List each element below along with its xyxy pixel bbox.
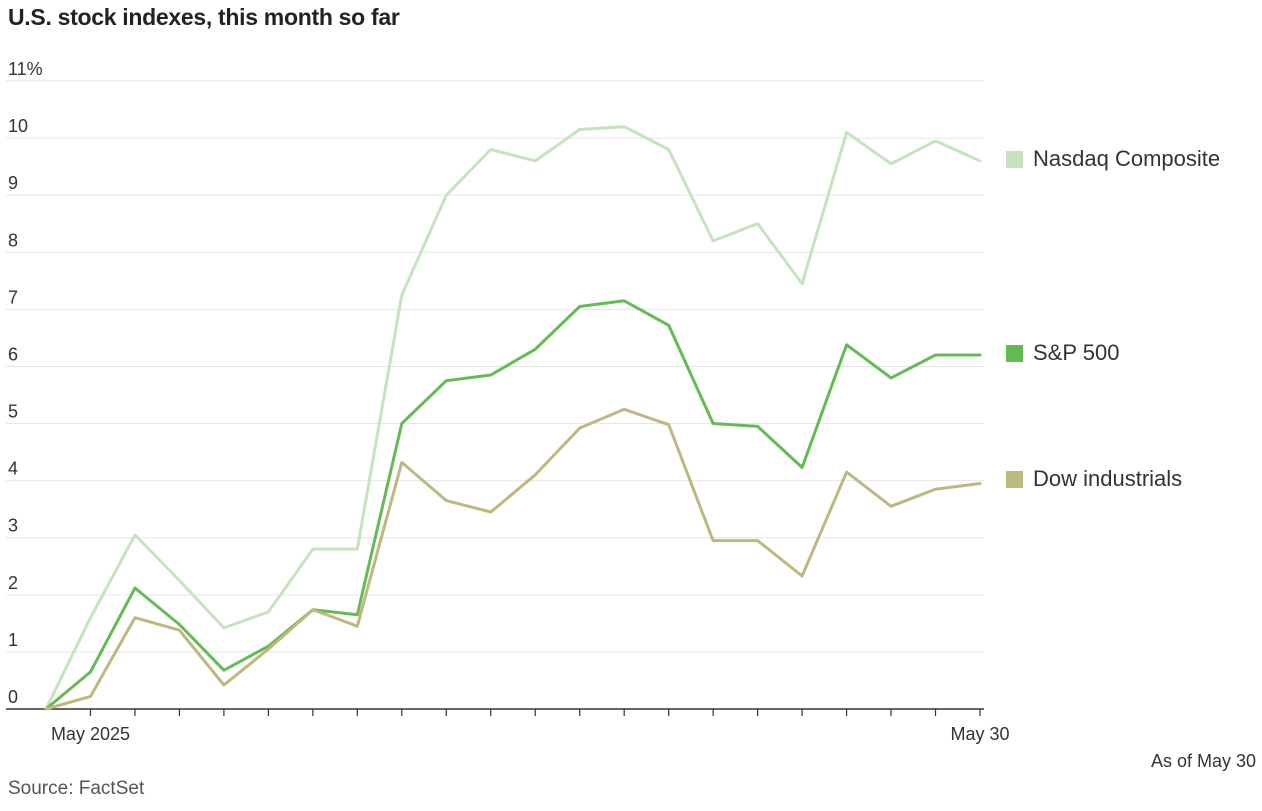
y-tick-label-9: 9 bbox=[8, 173, 18, 193]
y-tick-label-4: 4 bbox=[8, 459, 18, 479]
legend-label-nasdaq: Nasdaq Composite bbox=[1033, 146, 1221, 171]
x-axis: May 2025 May 30 bbox=[6, 708, 1010, 744]
series-lines bbox=[44, 125, 982, 711]
legend-swatch-dow bbox=[1006, 470, 1023, 488]
y-tick-label-7: 7 bbox=[8, 287, 18, 307]
x-tick-label-start: May 2025 bbox=[51, 724, 130, 744]
legend-label-dow: Dow industrials bbox=[1033, 466, 1183, 491]
series-line-1 bbox=[44, 299, 982, 711]
legend-item-dow: Dow industrials bbox=[1006, 466, 1182, 492]
x-tick-label-end: May 30 bbox=[950, 724, 1009, 744]
y-tick-label-2: 2 bbox=[8, 573, 18, 593]
legend-label-sp500: S&P 500 bbox=[1033, 340, 1120, 365]
y-axis-ticks: 0 1 2 3 4 5 6 7 8 9 10 11% bbox=[8, 59, 43, 707]
y-tick-label-1: 1 bbox=[8, 630, 18, 650]
as-of-note: As of May 30 bbox=[1150, 751, 1256, 771]
legend-swatch-sp500 bbox=[1006, 344, 1023, 362]
series-line-0 bbox=[44, 125, 982, 711]
legend-item-sp500: S&P 500 bbox=[1006, 340, 1119, 366]
y-tick-label-11: 11% bbox=[8, 59, 43, 79]
chart-title: U.S. stock indexes, this month so far bbox=[8, 4, 400, 30]
y-tick-label-3: 3 bbox=[8, 516, 18, 536]
y-tick-label-8: 8 bbox=[8, 230, 18, 250]
y-tick-label-10: 10 bbox=[8, 116, 28, 136]
gridlines bbox=[6, 80, 984, 653]
legend-item-nasdaq: Nasdaq Composite bbox=[1006, 146, 1220, 172]
source-note: Source: FactSet bbox=[8, 778, 145, 799]
y-tick-label-0: 0 bbox=[8, 687, 18, 707]
series-line-2 bbox=[44, 407, 982, 711]
legend-swatch-nasdaq bbox=[1006, 150, 1023, 168]
y-tick-label-5: 5 bbox=[8, 402, 18, 422]
y-tick-label-6: 6 bbox=[8, 344, 18, 364]
